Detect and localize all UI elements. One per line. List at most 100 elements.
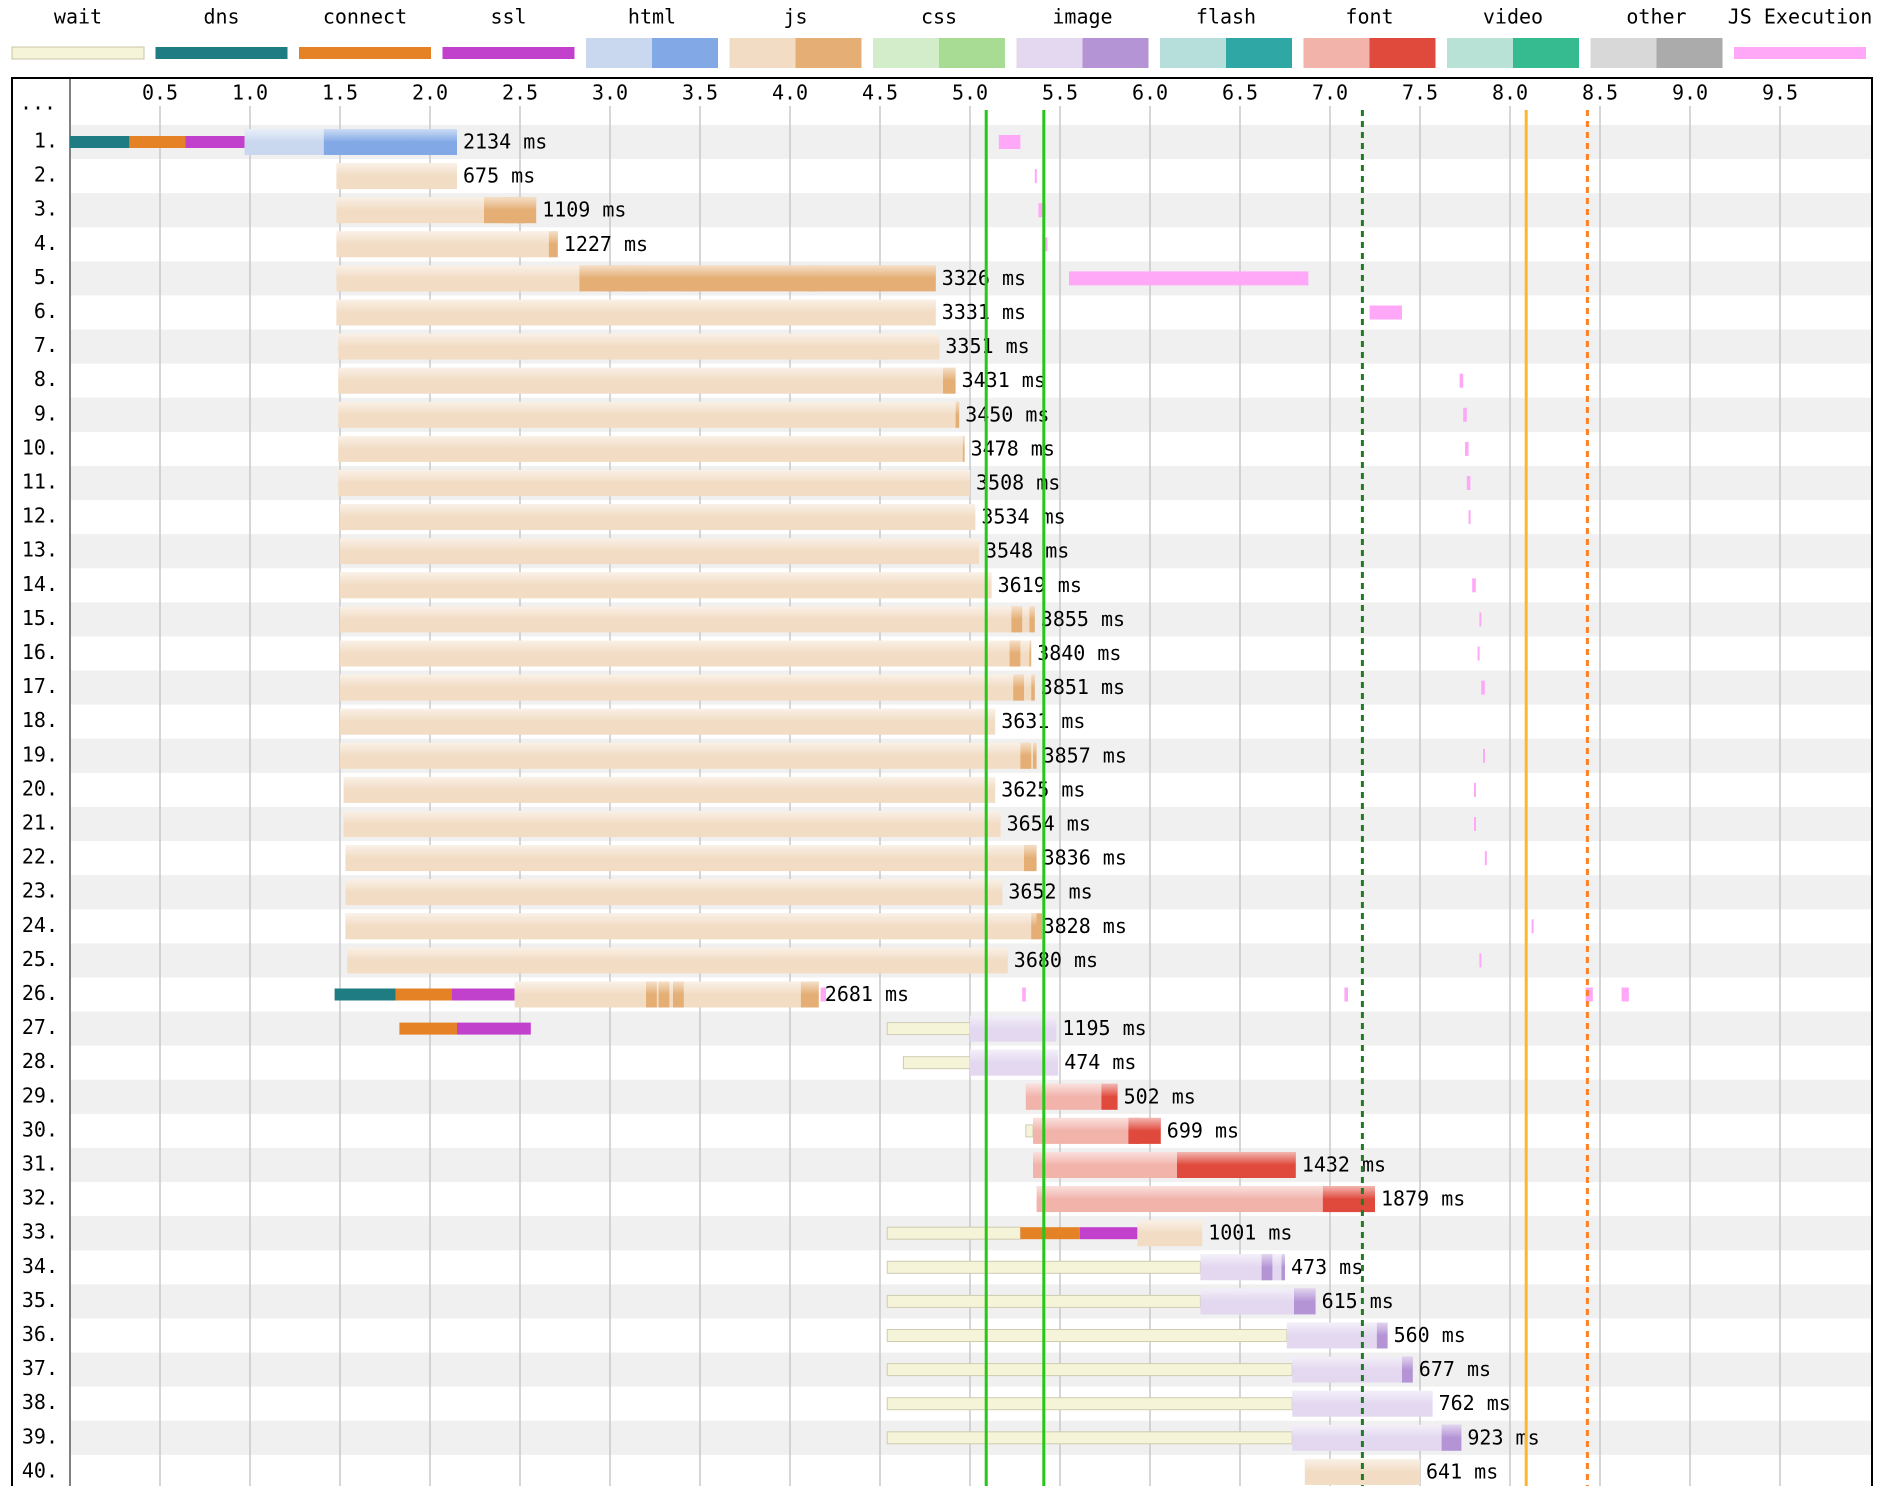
js-execution-mark	[1466, 476, 1471, 490]
legend-label: flash	[1196, 5, 1256, 29]
bar-highlight	[338, 367, 956, 381]
js-execution-mark	[1474, 782, 1476, 797]
bar-highlight	[338, 401, 960, 415]
js-execution-mark	[1585, 987, 1593, 1002]
row-label: 22.	[22, 845, 58, 869]
request-row	[338, 470, 970, 496]
bar-highlight	[338, 470, 970, 483]
bar-highlight	[345, 879, 1003, 893]
duration-label: 1432 ms	[1302, 1153, 1386, 1177]
row-label: 13.	[22, 538, 58, 562]
js-execution-mark	[1069, 271, 1309, 286]
dns-segment	[70, 136, 130, 148]
legend-swatch	[1226, 38, 1292, 68]
row-label: 11.	[22, 470, 58, 494]
request-row	[340, 606, 1035, 633]
request-row	[340, 674, 1035, 701]
row-stripe	[71, 1079, 1871, 1114]
duration-label: 1109 ms	[542, 198, 626, 222]
bar-highlight	[336, 265, 936, 279]
row-label: 29.	[22, 1083, 58, 1107]
row-label: 30.	[22, 1117, 58, 1141]
js-execution-mark	[1468, 510, 1471, 525]
legend-swatch	[1303, 38, 1370, 68]
row-label: 34.	[22, 1254, 58, 1278]
request-row	[338, 401, 960, 428]
bar-highlight	[1025, 1083, 1118, 1097]
request-row	[338, 435, 965, 462]
legend-label: ssl	[490, 5, 526, 29]
row-label: 8.	[34, 367, 58, 391]
row-label: 16.	[22, 640, 58, 664]
legend-label: connect	[323, 5, 407, 29]
duration-label: 3851 ms	[1041, 675, 1125, 699]
bar-highlight	[338, 333, 940, 347]
request-row	[338, 367, 956, 394]
row-label: 5.	[34, 265, 58, 289]
row-label: 1.	[34, 129, 58, 153]
duration-label: 560 ms	[1394, 1323, 1466, 1347]
bar-highlight	[340, 504, 976, 518]
x-tick-label: 1.5	[322, 81, 358, 105]
js-execution-mark	[1531, 919, 1534, 934]
legend-label: dns	[203, 5, 239, 29]
request-row	[345, 879, 1003, 906]
request-row	[336, 231, 558, 258]
duration-label: 2134 ms	[463, 130, 547, 154]
request-row	[336, 299, 936, 326]
duration-label: 3619 ms	[998, 573, 1082, 597]
js-execution-mark	[1621, 987, 1629, 1002]
bar-highlight	[1200, 1254, 1285, 1268]
bar-highlight	[1286, 1322, 1388, 1336]
request-row	[336, 197, 537, 224]
bar-highlight	[336, 231, 558, 245]
js-execution-mark	[1481, 680, 1485, 695]
duration-label: 474 ms	[1064, 1050, 1136, 1074]
row-label: 19.	[22, 742, 58, 766]
request-row	[70, 129, 457, 155]
js-execution-mark	[1369, 305, 1402, 320]
duration-label: 1001 ms	[1208, 1221, 1292, 1245]
row-label: 2.	[34, 163, 58, 187]
bar-highlight	[1033, 1152, 1296, 1165]
bar-highlight	[244, 129, 457, 142]
row-label: 15.	[22, 606, 58, 630]
js-execution-mark	[1479, 953, 1482, 968]
legend-swatch	[1160, 38, 1226, 68]
wait-segment	[886, 1329, 1288, 1342]
legend-label: js	[783, 5, 807, 29]
row-label: 38.	[22, 1390, 58, 1414]
legend-label: wait	[54, 5, 102, 29]
x-tick-label: 7.5	[1402, 81, 1438, 105]
legend-swatch	[299, 47, 431, 59]
bar-highlight	[345, 913, 1037, 927]
x-tick-label: 4.5	[862, 81, 898, 105]
legend-label: other	[1626, 5, 1686, 29]
duration-label: 3508 ms	[976, 471, 1060, 495]
js-execution-mark	[1344, 987, 1348, 1002]
js-execution-mark	[1477, 646, 1480, 661]
wait-segment	[886, 1431, 1293, 1445]
connect-segment	[129, 136, 186, 148]
duration-label: 1879 ms	[1381, 1187, 1465, 1211]
corner-label: ...	[20, 91, 56, 115]
duration-label: 3534 ms	[981, 505, 1065, 529]
request-row	[340, 572, 992, 599]
x-tick-label: 2.5	[502, 81, 538, 105]
x-tick-label: 1.0	[232, 81, 268, 105]
duration-label: 3326 ms	[942, 266, 1026, 290]
ssl-segment	[451, 988, 515, 1001]
row-label: 14.	[22, 572, 58, 596]
request-row	[343, 776, 996, 803]
duration-label: 677 ms	[1419, 1357, 1491, 1381]
row-label: 23.	[22, 879, 58, 903]
row-label: 28.	[22, 1049, 58, 1073]
duration-label: 3654 ms	[1007, 812, 1091, 836]
legend-label: video	[1483, 5, 1543, 29]
duration-label: 3840 ms	[1037, 641, 1121, 665]
connect-segment	[1020, 1227, 1080, 1240]
duration-label: 1195 ms	[1062, 1016, 1146, 1040]
row-label: 20.	[22, 776, 58, 800]
bar-highlight	[514, 981, 819, 995]
legend-swatch	[1734, 47, 1866, 59]
